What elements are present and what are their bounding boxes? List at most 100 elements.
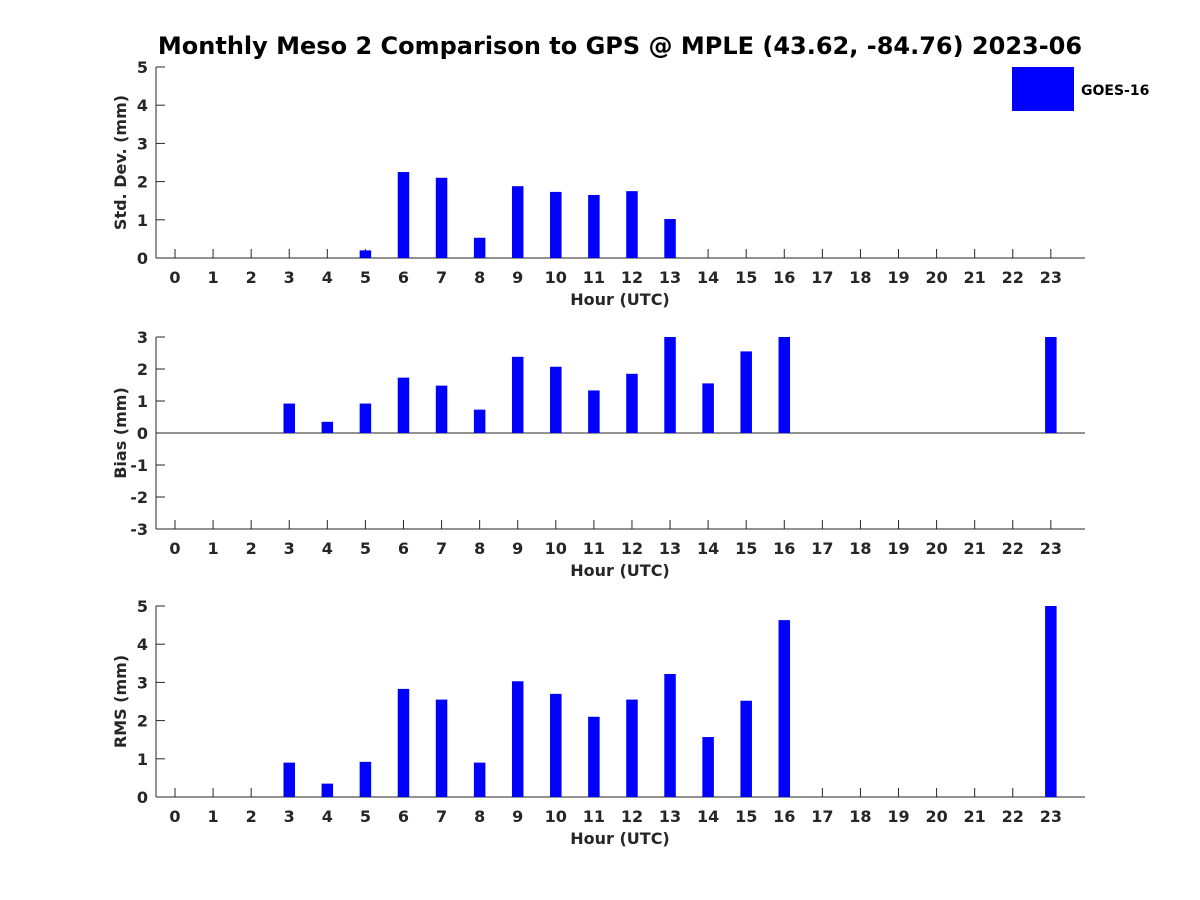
x-tick-label: 0 (169, 807, 180, 826)
x-tick-label: 3 (284, 268, 295, 287)
bar-hour-12 (626, 699, 638, 797)
chart-title: Monthly Meso 2 Comparison to GPS @ MPLE … (158, 32, 1082, 60)
bar-hour-12 (626, 373, 638, 433)
x-tick-label: 21 (964, 539, 986, 558)
x-tick-label: 9 (512, 807, 523, 826)
bar-hour-8 (473, 237, 486, 258)
bar-hour-14 (702, 383, 714, 433)
x-tick-label: 5 (360, 539, 371, 558)
x-tick-label: 14 (697, 539, 719, 558)
x-tick-label: 10 (545, 268, 567, 287)
x-tick-label: 17 (811, 807, 833, 826)
x-tick-label: 0 (169, 268, 180, 287)
y-tick-label: 1 (137, 392, 148, 411)
x-tick-label: 8 (474, 807, 485, 826)
bar-hour-11 (588, 716, 600, 797)
y-tick-label: 0 (137, 249, 148, 268)
x-tick-label: 9 (512, 539, 523, 558)
x-tick-label: 4 (322, 807, 333, 826)
y-tick-label: 3 (137, 673, 148, 692)
x-tick-label: 10 (545, 807, 567, 826)
x-axis-label: Hour (UTC) (570, 561, 670, 580)
x-tick-label: 10 (545, 539, 567, 558)
x-tick-label: 23 (1040, 539, 1062, 558)
bar-hour-3 (283, 403, 295, 433)
bar-hour-9 (511, 356, 524, 433)
x-tick-label: 4 (322, 268, 333, 287)
bar-hour-5 (359, 761, 372, 797)
x-tick-label: 17 (811, 268, 833, 287)
x-tick-label: 9 (512, 268, 523, 287)
x-tick-label: 5 (360, 268, 371, 287)
bar-hour-7 (435, 385, 448, 433)
x-tick-label: 19 (887, 539, 909, 558)
x-axis-label: Hour (UTC) (570, 290, 670, 309)
x-tick-label: 15 (735, 539, 757, 558)
x-tick-label: 6 (398, 268, 409, 287)
x-tick-label: 0 (169, 539, 180, 558)
x-tick-label: 20 (925, 268, 947, 287)
x-tick-label: 13 (659, 539, 681, 558)
x-tick-label: 23 (1040, 268, 1062, 287)
bar-hour-15 (740, 351, 752, 433)
y-tick-label: 2 (137, 712, 148, 731)
y-tick-label: 5 (137, 58, 148, 77)
y-tick-label: 0 (137, 424, 148, 443)
bar-hour-7 (435, 177, 448, 258)
bar-hour-4 (321, 783, 334, 797)
x-tick-label: 3 (284, 807, 295, 826)
y-tick-label: 3 (137, 134, 148, 153)
x-tick-label: 6 (398, 807, 409, 826)
bar-hour-6 (397, 377, 410, 433)
bar-hour-16 (778, 337, 791, 433)
y-axis-label: Bias (mm) (111, 387, 130, 479)
x-tick-label: 2 (246, 807, 257, 826)
bar-hour-10 (550, 191, 562, 258)
x-tick-label: 17 (811, 539, 833, 558)
bar-hour-11 (588, 194, 600, 258)
x-tick-label: 1 (208, 807, 219, 826)
bar-hour-11 (588, 390, 600, 433)
y-tick-label: 0 (137, 788, 148, 807)
bar-hour-16 (778, 620, 791, 797)
y-tick-label: -2 (130, 488, 148, 507)
y-tick-label: 3 (137, 328, 148, 347)
bar-hour-6 (397, 172, 410, 258)
x-tick-label: 15 (735, 807, 757, 826)
x-tick-label: 16 (773, 539, 795, 558)
x-tick-label: 19 (887, 807, 909, 826)
x-tick-label: 6 (398, 539, 409, 558)
x-tick-label: 23 (1040, 807, 1062, 826)
y-tick-label: 1 (137, 211, 148, 230)
x-tick-label: 1 (208, 268, 219, 287)
bar-hour-7 (435, 699, 448, 797)
y-axis-label: RMS (mm) (111, 655, 130, 748)
x-axis-label: Hour (UTC) (570, 829, 670, 848)
bar-hour-8 (473, 762, 486, 797)
y-tick-label: 2 (137, 173, 148, 192)
bar-hour-5 (359, 403, 372, 433)
x-tick-label: 7 (436, 539, 447, 558)
bar-hour-8 (473, 409, 486, 433)
x-tick-label: 20 (925, 539, 947, 558)
legend-label: GOES-16 (1081, 83, 1149, 99)
x-tick-label: 16 (773, 268, 795, 287)
bar-hour-15 (740, 700, 752, 797)
y-tick-label: 1 (137, 750, 148, 769)
x-tick-label: 22 (1002, 807, 1024, 826)
x-tick-label: 18 (849, 268, 871, 287)
legend: GOES-16 (1012, 67, 1149, 111)
x-tick-label: 12 (621, 807, 643, 826)
x-tick-label: 11 (583, 539, 605, 558)
x-tick-label: 13 (659, 268, 681, 287)
x-tick-label: 18 (849, 539, 871, 558)
x-tick-label: 8 (474, 539, 485, 558)
bar-hour-23 (1045, 606, 1057, 797)
x-tick-label: 19 (887, 268, 909, 287)
bar-hour-23 (1045, 337, 1057, 433)
x-tick-label: 21 (964, 807, 986, 826)
